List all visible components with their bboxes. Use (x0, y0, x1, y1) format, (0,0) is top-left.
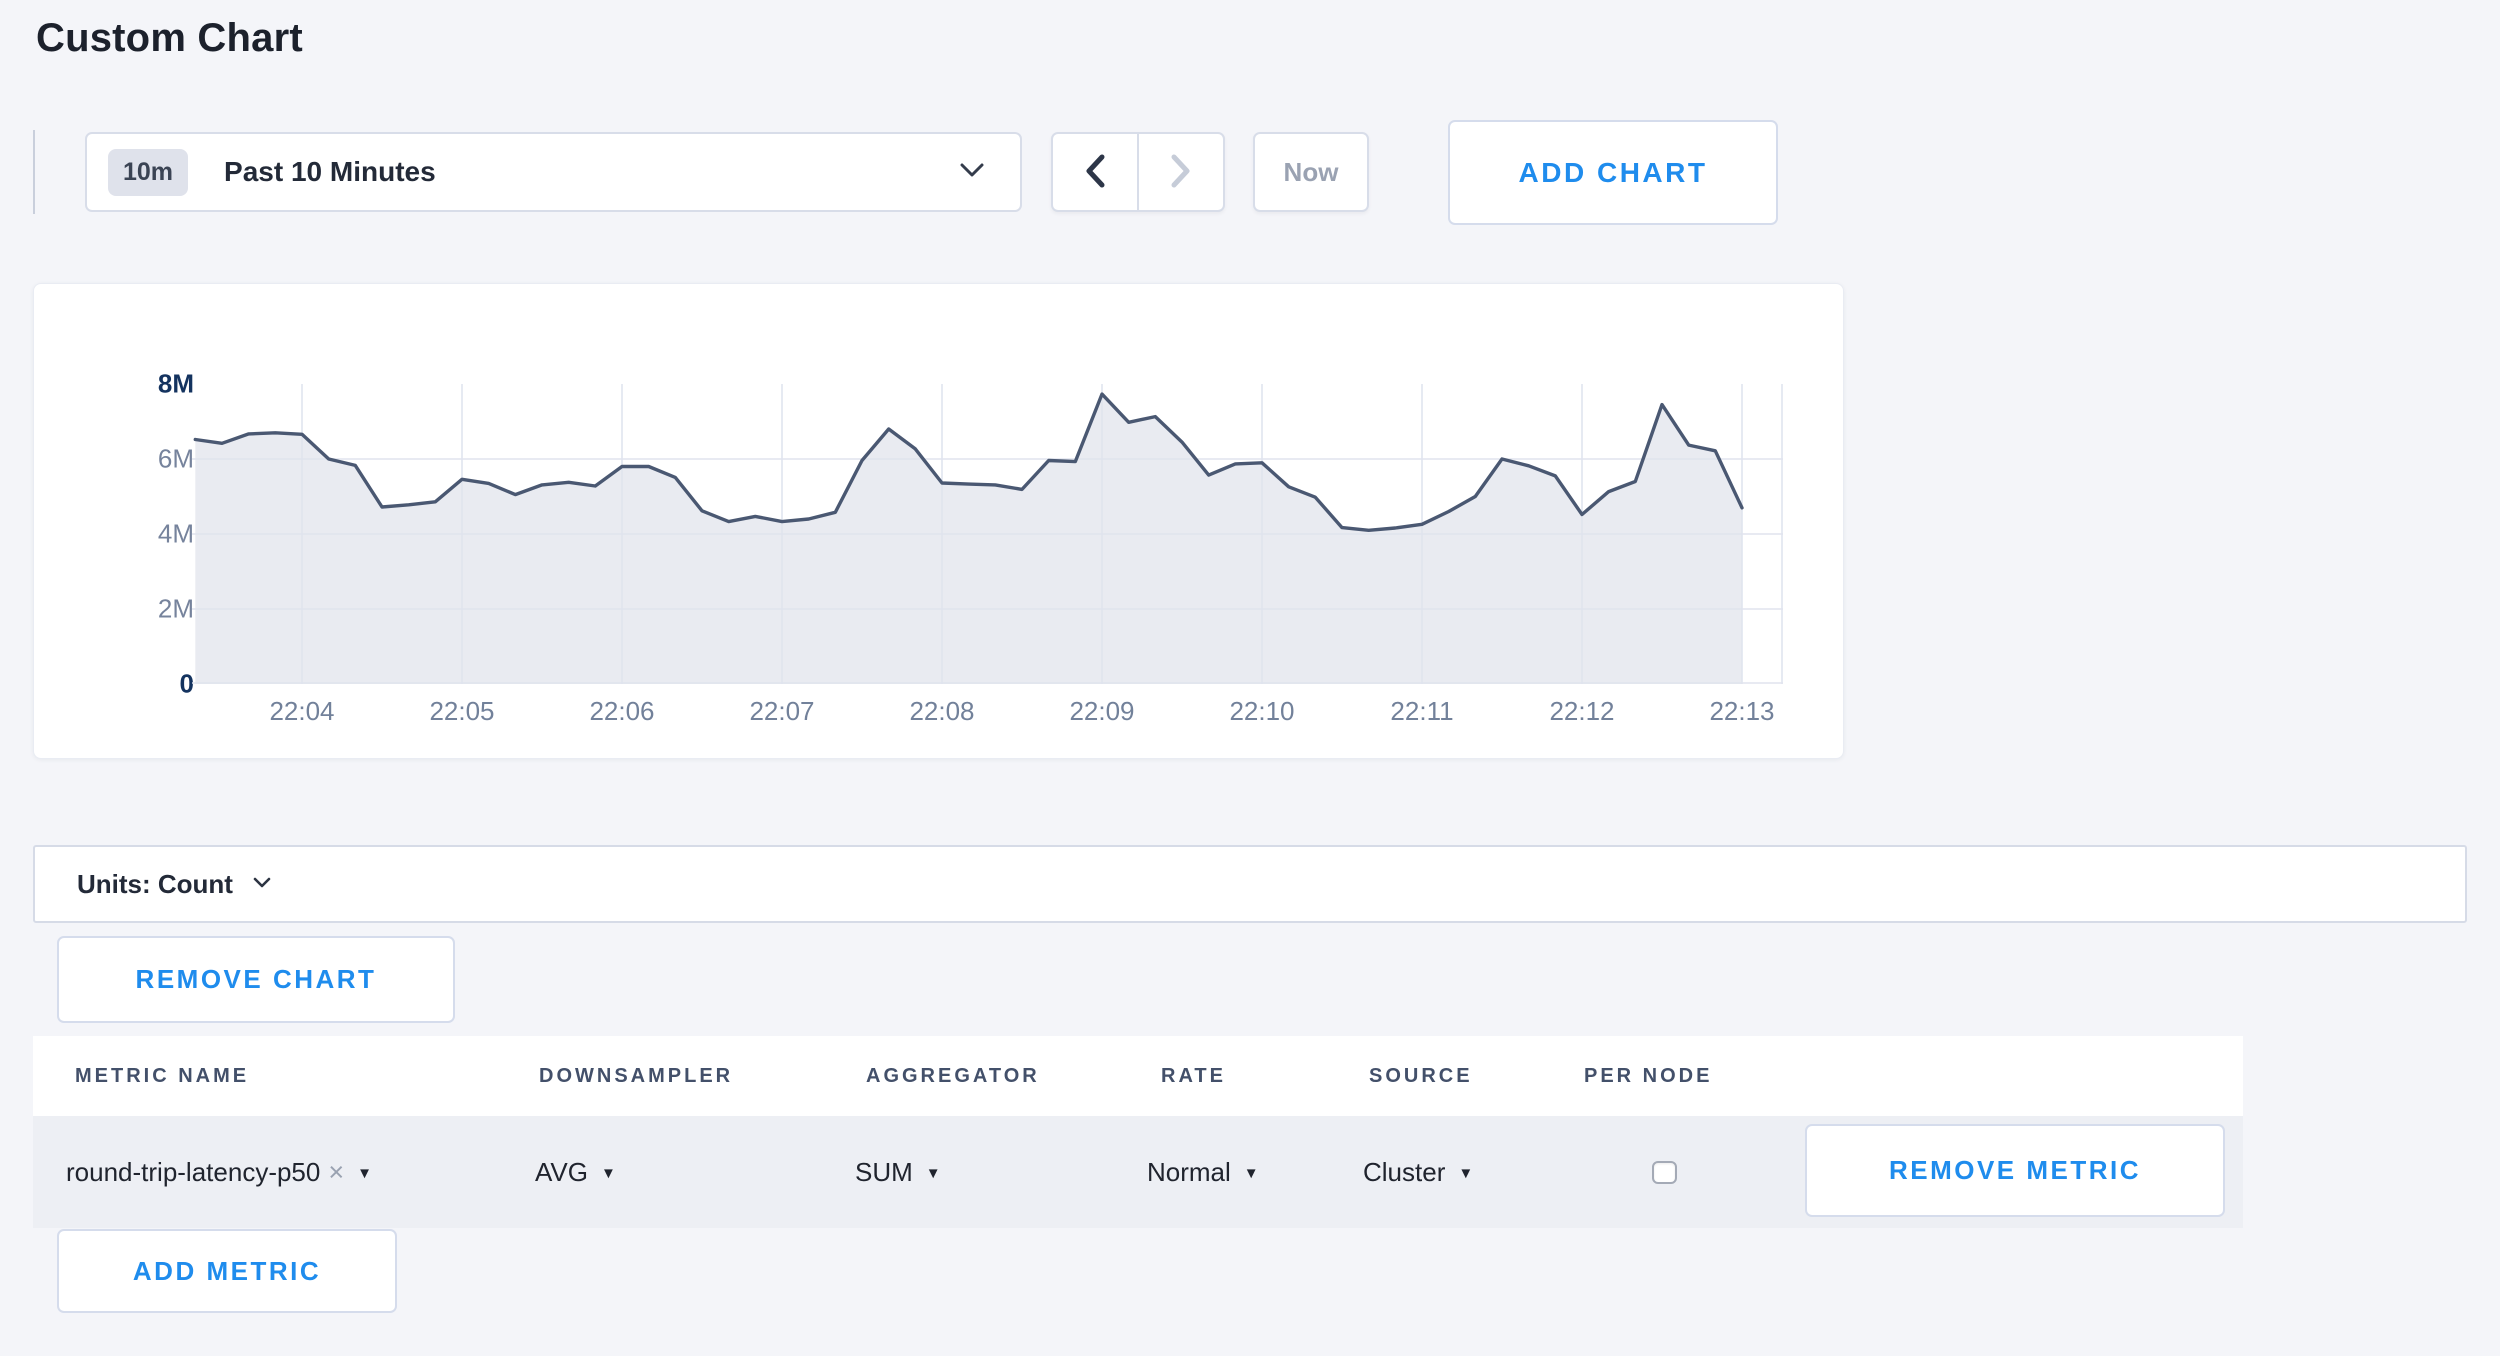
x-tick-label: 22:10 (1229, 696, 1295, 726)
x-tick-label: 22:07 (749, 696, 815, 726)
chevron-down-icon (233, 875, 271, 893)
remove-tag-icon[interactable]: × (328, 1156, 345, 1187)
y-tick-label: 0 (179, 668, 194, 699)
x-tick-label: 22:08 (909, 696, 975, 726)
time-pager (1051, 132, 1225, 212)
x-tick-label: 22:05 (429, 696, 495, 726)
time-range-dropdown[interactable]: 10m Past 10 Minutes (85, 132, 1022, 212)
aggregator-dropdown[interactable]: SUM ▼ (855, 1116, 941, 1228)
units-dropdown-label: Units: Count (77, 868, 233, 899)
dropdown-caret-icon: ▼ (925, 1164, 941, 1182)
col-header-rate: RATE (1161, 1065, 1226, 1087)
time-range-badge: 10m (108, 148, 189, 196)
metrics-table-header: METRIC NAME DOWNSAMPLER AGGREGATOR RATE … (33, 1036, 2243, 1116)
x-tick-label: 22:12 (1549, 696, 1615, 726)
now-button[interactable]: Now (1253, 132, 1369, 212)
chevron-down-icon (960, 163, 984, 182)
source-value: Cluster (1363, 1156, 1446, 1187)
units-dropdown[interactable]: Units: Count (33, 845, 2467, 923)
x-tick-label: 22:13 (1709, 696, 1775, 726)
col-header-downsampler: DOWNSAMPLER (539, 1065, 734, 1087)
per-node-checkbox[interactable] (1652, 1161, 1677, 1184)
remove-metric-button[interactable]: REMOVE METRIC (1805, 1124, 2225, 1217)
chart-plot-area[interactable] (192, 384, 1783, 684)
col-header-metric-name: METRIC NAME (75, 1065, 250, 1087)
y-tick-label: 2M (157, 593, 194, 624)
chevron-right-icon (1170, 154, 1192, 191)
add-metric-button[interactable]: ADD METRIC (57, 1229, 397, 1313)
dropdown-caret-icon: ▼ (600, 1164, 616, 1182)
remove-chart-button[interactable]: REMOVE CHART (57, 936, 455, 1023)
metric-name-value: round-trip-latency-p50 (66, 1156, 321, 1187)
col-header-aggregator: AGGREGATOR (866, 1065, 1040, 1087)
downsampler-dropdown[interactable]: AVG ▼ (535, 1116, 616, 1228)
time-range-label: Past 10 Minutes (224, 156, 436, 187)
x-tick-label: 22:06 (589, 696, 655, 726)
rate-dropdown[interactable]: Normal ▼ (1147, 1116, 1259, 1228)
chevron-left-icon (1084, 154, 1106, 191)
source-dropdown[interactable]: Cluster ▼ (1363, 1116, 1473, 1228)
y-tick-label: 6M (157, 443, 194, 474)
downsampler-value: AVG (535, 1156, 588, 1187)
dropdown-caret-icon: ▼ (1458, 1164, 1474, 1182)
chart-card: 0 2M 4M 6M 8M 22:04 22:05 22:06 22:07 22:08 22:09… (33, 283, 1844, 759)
metric-name-dropdown[interactable]: round-trip-latency-p50 × ▼ (66, 1116, 372, 1228)
aggregator-value: SUM (855, 1156, 913, 1187)
page-title: Custom Chart (36, 16, 303, 60)
col-header-per-node: PER NODE (1584, 1065, 1713, 1087)
x-tick-label: 22:09 (1069, 696, 1135, 726)
x-tick-label: 22:04 (269, 696, 335, 726)
dropdown-caret-icon: ▼ (1243, 1164, 1259, 1182)
add-chart-button[interactable]: ADD CHART (1448, 120, 1778, 225)
y-tick-label: 4M (157, 518, 194, 549)
rate-value: Normal (1147, 1156, 1231, 1187)
dropdown-caret-icon: ▼ (357, 1164, 372, 1182)
y-tick-label: 8M (157, 368, 194, 399)
toolbar-left-rule (33, 130, 35, 214)
x-tick-label: 22:11 (1390, 696, 1454, 726)
col-header-source: SOURCE (1369, 1065, 1473, 1087)
time-prev-button[interactable] (1053, 134, 1137, 210)
time-next-button[interactable] (1137, 134, 1223, 210)
area-chart (192, 384, 1783, 684)
